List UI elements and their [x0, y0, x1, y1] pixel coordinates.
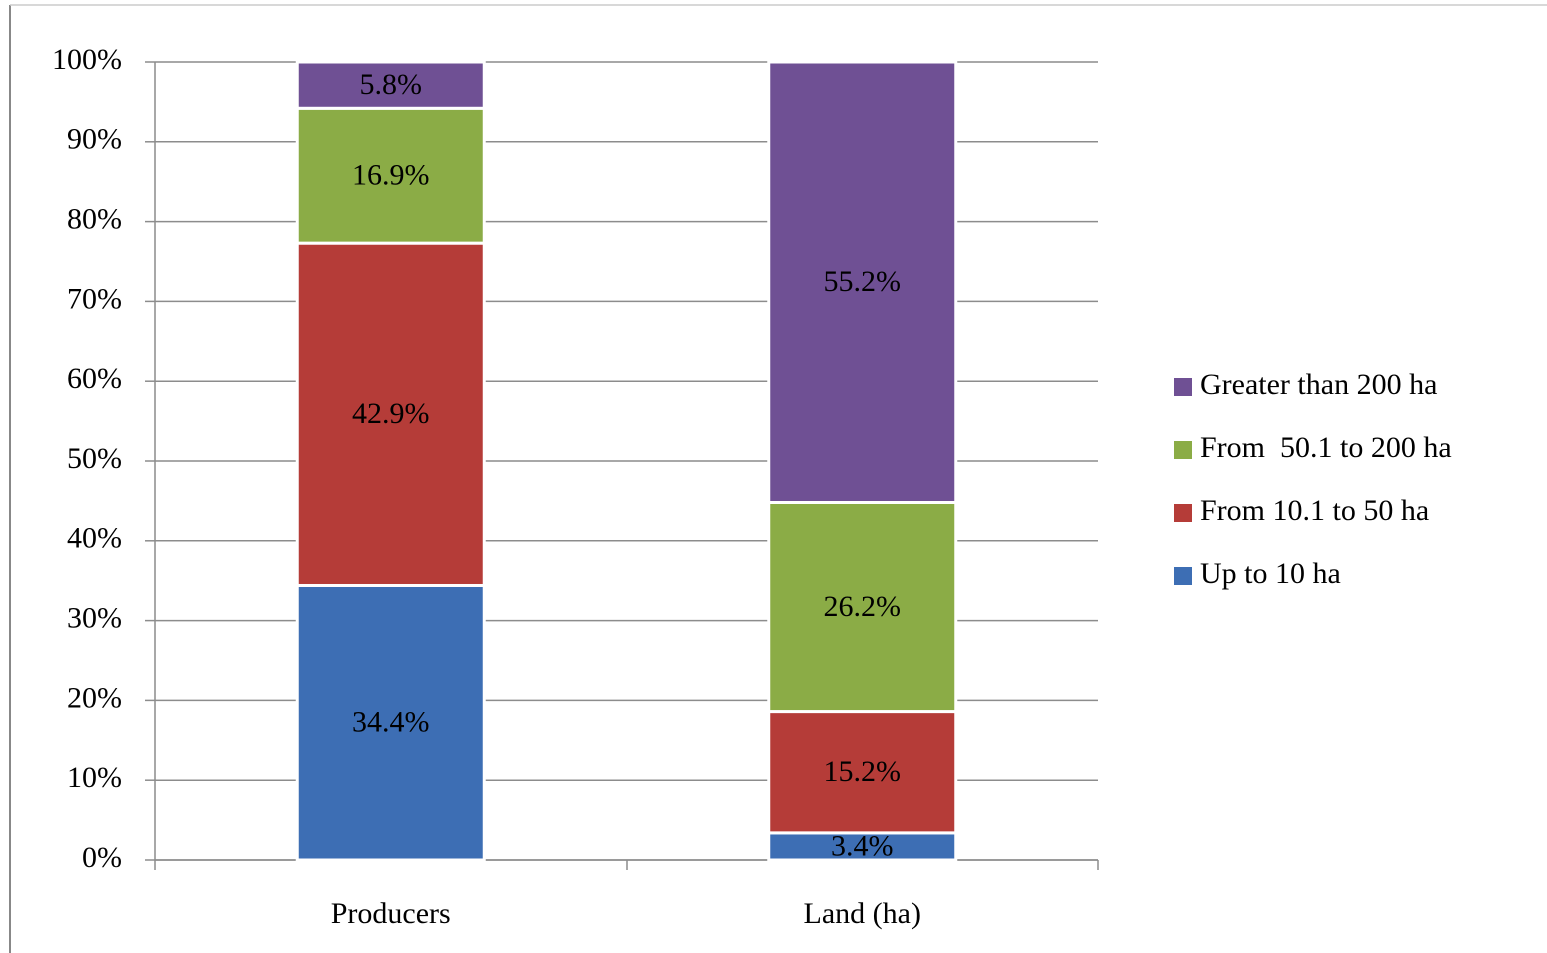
bar-segment	[767, 831, 958, 862]
y-tick-label: 30%	[67, 601, 122, 634]
data-label: 34.4%	[352, 706, 430, 739]
data-label: 3.4%	[831, 829, 894, 862]
y-tick-label: 70%	[67, 282, 122, 315]
data-label: 55.2%	[824, 265, 902, 298]
y-tick-label: 10%	[67, 761, 122, 794]
bar-segment	[295, 106, 486, 245]
bar-segment	[295, 241, 486, 587]
bar-segment	[767, 500, 958, 714]
y-tick-label: 100%	[52, 43, 122, 76]
data-label: 16.9%	[352, 159, 430, 192]
data-label: 15.2%	[824, 755, 902, 788]
y-tick-label: 60%	[67, 362, 122, 395]
legend-label: From 50.1 to 200 ha	[1200, 431, 1452, 464]
data-label: 42.9%	[352, 397, 430, 430]
x-tick-label: Land (ha)	[804, 897, 921, 930]
y-tick-label: 20%	[67, 681, 122, 714]
y-tick-label: 40%	[67, 522, 122, 555]
bar-segment	[295, 60, 486, 110]
legend-swatch	[1174, 378, 1192, 396]
x-tick-label: Producers	[331, 897, 451, 930]
bar-segment	[295, 583, 486, 862]
legend-swatch	[1174, 441, 1192, 459]
bar-segment	[767, 60, 958, 504]
legend-swatch	[1174, 504, 1192, 522]
legend-label: Up to 10 ha	[1200, 557, 1341, 590]
data-label: 26.2%	[824, 590, 902, 623]
y-tick-label: 0%	[82, 841, 122, 874]
legend-label: Greater than 200 ha	[1200, 368, 1437, 401]
legend-swatch	[1174, 567, 1192, 585]
y-tick-label: 50%	[67, 442, 122, 475]
legend-label: From 10.1 to 50 ha	[1200, 494, 1429, 527]
y-tick-label: 90%	[67, 123, 122, 156]
y-tick-label: 80%	[67, 202, 122, 235]
data-label: 5.8%	[360, 68, 423, 101]
